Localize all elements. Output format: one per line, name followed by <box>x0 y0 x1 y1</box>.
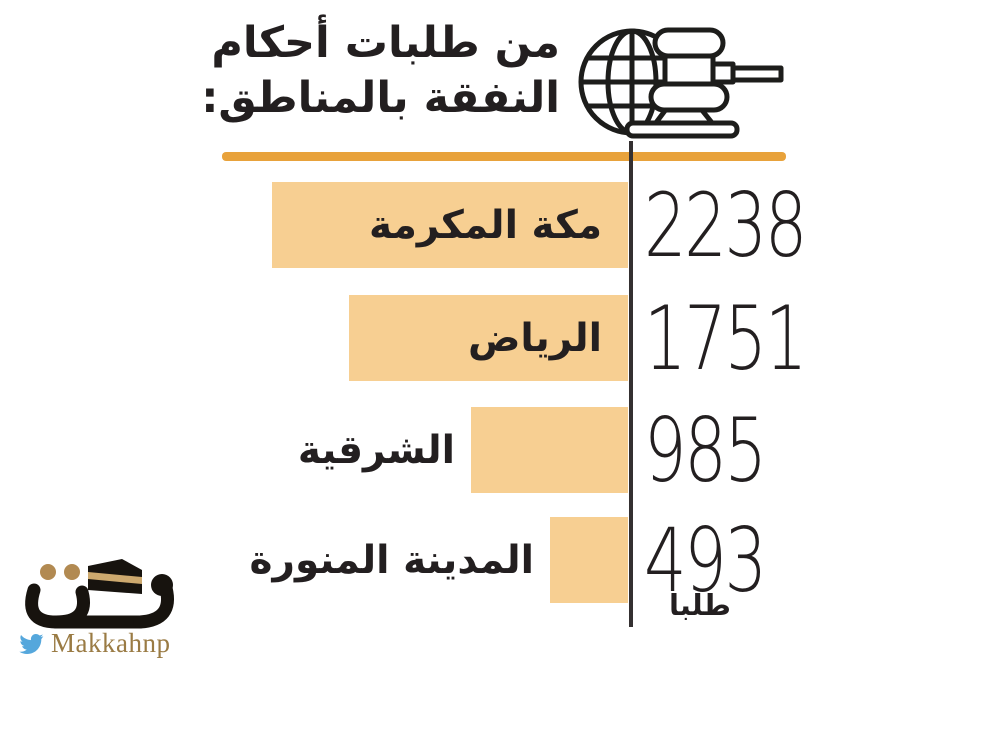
bar-label-riyadh: الرياض <box>467 315 602 361</box>
bar-madinah <box>550 517 628 603</box>
twitter-handle-row: Makkahnp <box>18 628 170 659</box>
bar-label-eastern: الشرقية <box>297 427 455 473</box>
bar-riyadh <box>349 295 628 381</box>
bar-value-madinah: 493 <box>644 508 767 612</box>
bar-row-madinah: المدينة المنورة <box>0 517 628 603</box>
bar-row-eastern: الشرقية <box>0 407 628 493</box>
makkah-logo <box>25 559 174 629</box>
globe-gavel-icon <box>578 27 784 139</box>
title-line-2: النفقة بالمناطق: <box>201 73 560 124</box>
unit-label: طلبا <box>669 588 731 622</box>
page-title: من طلبات أحكام النفقة بالمناطق: <box>201 16 560 126</box>
bar-value-makkah: 2238 <box>644 173 807 277</box>
twitter-handle-text: Makkahnp <box>51 628 171 658</box>
bar-label-madinah: المدينة المنورة <box>249 537 534 583</box>
bar-row-makkah: مكة المكرمة <box>0 182 628 268</box>
accent-rule <box>222 152 786 161</box>
twitter-bird-icon <box>19 633 44 654</box>
bar-value-eastern: 985 <box>644 398 767 502</box>
chart-axis-line <box>629 141 633 627</box>
bar-value-riyadh: 1751 <box>644 286 807 390</box>
title-line-1: من طلبات أحكام <box>211 18 560 68</box>
bar-label-makkah: مكة المكرمة <box>369 202 602 248</box>
bar-row-riyadh: الرياض <box>0 295 628 381</box>
bar-eastern <box>471 407 628 493</box>
bar-makkah <box>272 182 628 268</box>
